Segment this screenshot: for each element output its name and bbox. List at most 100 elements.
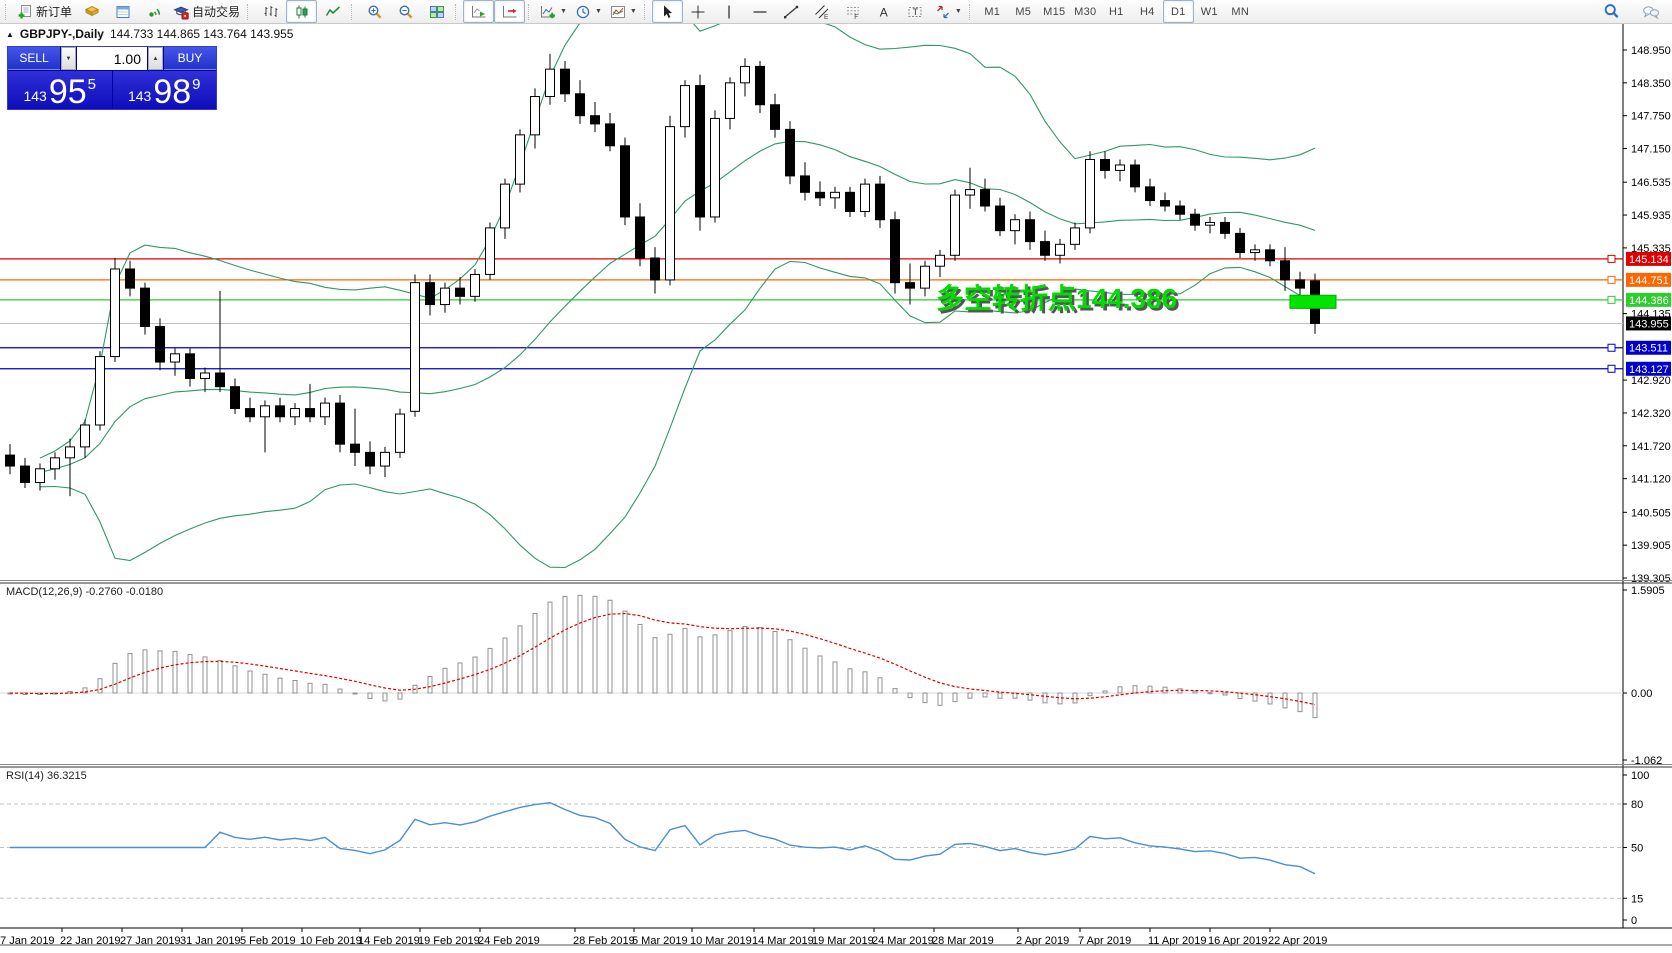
- chart-candles-button[interactable]: [286, 0, 318, 23]
- vline-icon: [721, 4, 737, 20]
- data-window-button[interactable]: [107, 0, 138, 23]
- candle-body: [5, 454, 15, 467]
- hline-handle[interactable]: [1607, 254, 1616, 263]
- date-label: 22 Apr 2019: [1268, 935, 1327, 946]
- macd-histogram-bar: [232, 665, 238, 694]
- macd-histogram-bar: [1087, 692, 1093, 697]
- new-order-label: 新订单: [36, 5, 73, 19]
- price-tick-label: 139.305: [1631, 573, 1671, 585]
- toolbar-separator: [968, 3, 973, 20]
- horizontal-line-button[interactable]: [745, 0, 776, 23]
- tile-windows-button[interactable]: [421, 0, 452, 23]
- volume-increase-button[interactable]: ▲: [148, 47, 163, 70]
- tf-h4-button[interactable]: H4: [1132, 0, 1163, 23]
- sell-button[interactable]: SELL: [8, 47, 60, 70]
- search-button[interactable]: [1596, 0, 1627, 23]
- tf-m15-button[interactable]: M15: [1039, 0, 1070, 23]
- channel-icon: E: [814, 4, 830, 20]
- candle-body: [800, 175, 810, 193]
- macd-histogram-bar: [97, 678, 103, 694]
- navigator-button[interactable]: [138, 0, 169, 23]
- macd-histogram-bar: [967, 692, 973, 699]
- date-label: 24 Mar 2019: [872, 935, 934, 946]
- macd-histogram-bar: [1042, 692, 1048, 704]
- chevron-down-icon[interactable]: ▼: [594, 8, 602, 15]
- tf-m30-button[interactable]: M30: [1070, 0, 1101, 23]
- candle-body: [665, 126, 675, 281]
- chat-button[interactable]: [1635, 0, 1666, 23]
- chart-line-button[interactable]: [317, 0, 348, 23]
- chart-shift-button[interactable]: [494, 0, 526, 23]
- templates-button[interactable]: ▼: [606, 0, 641, 23]
- tf-mn-button[interactable]: MN: [1225, 0, 1256, 23]
- periods-button[interactable]: ▼: [571, 0, 606, 23]
- hline-handle[interactable]: [1607, 295, 1616, 304]
- cursor-button[interactable]: [651, 0, 683, 23]
- candle-body: [170, 353, 180, 363]
- chart-bars-button[interactable]: [255, 0, 286, 23]
- tf-w1-button[interactable]: W1: [1194, 0, 1225, 23]
- tf-m5-button[interactable]: M5: [1008, 0, 1039, 23]
- tf-h1-button[interactable]: H1: [1101, 0, 1132, 23]
- chevron-down-icon[interactable]: ▼: [629, 8, 637, 15]
- macd-histogram-bar: [997, 692, 1003, 699]
- auto-trading-label: 自动交易: [192, 5, 241, 19]
- autotrading-icon: [173, 4, 189, 20]
- rsi-tick-label: 0: [1631, 915, 1637, 927]
- macd-histogram-bar: [1282, 692, 1288, 709]
- auto-trading-button[interactable]: 自动交易: [169, 0, 244, 23]
- text-label-button[interactable]: T: [900, 0, 931, 23]
- auto-scroll-button[interactable]: [463, 0, 495, 23]
- macd-histogram-bar: [652, 637, 658, 694]
- buy-price-display[interactable]: 143 98 9: [112, 71, 216, 109]
- macd-histogram-bar: [397, 692, 403, 700]
- candle-body: [410, 282, 420, 412]
- hline-handle[interactable]: [1607, 343, 1616, 352]
- tf-m1-button[interactable]: M1: [977, 0, 1008, 23]
- hline-handle[interactable]: [1607, 275, 1616, 284]
- candle-body: [200, 372, 210, 379]
- highlight-rectangle[interactable]: [1289, 294, 1337, 309]
- hline-handle[interactable]: [1607, 364, 1616, 373]
- macd-histogram-bar: [907, 692, 913, 699]
- indicators-button[interactable]: ▼: [536, 0, 571, 23]
- candle-body: [1100, 158, 1110, 171]
- bars-icon: [263, 4, 279, 20]
- candle-body: [1115, 164, 1125, 171]
- crosshair-button[interactable]: [683, 0, 714, 23]
- macd-histogram-bar: [772, 630, 778, 694]
- candle-body: [35, 468, 45, 483]
- text-button[interactable]: A: [869, 0, 900, 23]
- volume-input[interactable]: 1.00: [77, 47, 147, 70]
- chevron-down-icon[interactable]: ▼: [954, 8, 962, 15]
- date-label: 14 Mar 2019: [752, 935, 814, 946]
- arrows-button[interactable]: ▼: [931, 0, 966, 23]
- annotation-text[interactable]: 多空转折点144.386: [936, 282, 1177, 314]
- candle-body: [1085, 158, 1095, 229]
- fibonacci-button[interactable]: F: [838, 0, 869, 23]
- date-label: 7 Apr 2019: [1078, 935, 1131, 946]
- tf-d1-button[interactable]: D1: [1162, 0, 1194, 23]
- vertical-line-button[interactable]: [714, 0, 745, 23]
- macd-histogram-bar: [217, 660, 223, 694]
- macd-histogram-bar: [847, 668, 853, 694]
- volume-decrease-button[interactable]: ▼: [61, 47, 76, 70]
- market-watch-button[interactable]: [76, 0, 107, 23]
- new-order-button[interactable]: 新订单: [13, 0, 76, 23]
- chart-window: 148.950 148.350 147.750 147.150 146.535 145.9…: [0, 24, 1672, 953]
- buy-button[interactable]: BUY: [164, 47, 216, 70]
- candle-body: [260, 405, 270, 418]
- candle-body: [560, 68, 570, 95]
- collapse-panel-icon[interactable]: ▲: [6, 30, 14, 39]
- macd-histogram-bar: [367, 692, 373, 699]
- equidistant-channel-button[interactable]: E: [807, 0, 838, 23]
- candle-body: [980, 189, 990, 207]
- macd-histogram-bar: [637, 623, 643, 694]
- sell-price-display[interactable]: 143 95 5: [8, 71, 112, 109]
- chevron-down-icon[interactable]: ▼: [560, 8, 567, 15]
- candle-body: [320, 402, 330, 418]
- zoom-out-button[interactable]: [390, 0, 421, 23]
- candle-body: [470, 273, 480, 297]
- trend-line-button[interactable]: [776, 0, 807, 23]
- zoom-in-button[interactable]: [359, 0, 390, 23]
